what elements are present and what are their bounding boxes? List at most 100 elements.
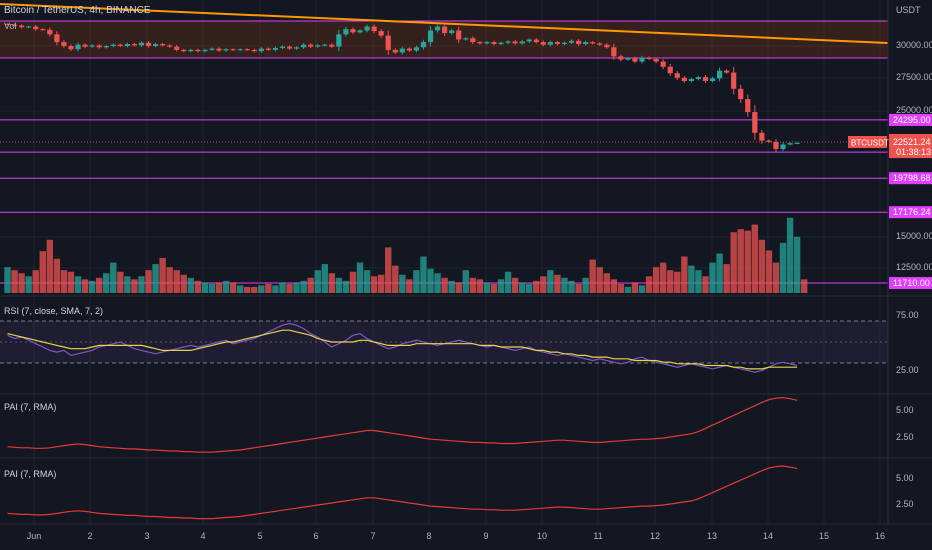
candle-body xyxy=(618,56,624,60)
candle-body xyxy=(533,39,539,43)
candle-body xyxy=(477,42,483,44)
pai2-tick-2_5: 2.50 xyxy=(896,499,914,509)
candle-body xyxy=(152,44,159,46)
time-axis-label: 12 xyxy=(650,531,660,541)
candle-body xyxy=(547,42,553,45)
candle-body xyxy=(364,26,370,31)
volume-bar xyxy=(307,277,314,293)
candle-body xyxy=(667,66,673,74)
level-label: 19798.68 xyxy=(893,173,931,183)
volume-bar xyxy=(222,280,230,293)
volume-bar xyxy=(60,270,68,293)
candle-body xyxy=(195,49,201,52)
volume-bar xyxy=(441,277,448,293)
candle-body xyxy=(611,47,617,57)
candle-body xyxy=(597,43,603,45)
volume-bar xyxy=(490,283,498,293)
volume-bar xyxy=(328,273,336,293)
pai2-tick-5: 5.00 xyxy=(896,473,914,483)
time-axis-label: 9 xyxy=(483,531,488,541)
time-axis-label: 8 xyxy=(426,531,431,541)
candle-body xyxy=(138,42,145,46)
candle-body xyxy=(540,42,546,45)
volume-bar xyxy=(215,282,223,293)
volume-bar xyxy=(540,276,547,293)
vol-label[interactable]: Vol xyxy=(4,21,17,31)
volume-bar xyxy=(688,265,695,293)
candle-body xyxy=(392,49,398,53)
pai2-title[interactable]: PAI (7, RMA) xyxy=(4,469,56,479)
candle-body xyxy=(724,70,730,73)
volume-bar xyxy=(561,277,568,293)
level-label: 24295.00 xyxy=(893,115,931,125)
candle-body xyxy=(519,41,525,44)
rsi-title[interactable]: RSI (7, close, SMA, 7, 2) xyxy=(4,306,103,316)
candle-body xyxy=(209,48,215,50)
volume-bar xyxy=(406,279,413,293)
volume-bar xyxy=(786,217,794,293)
candle-body xyxy=(117,44,123,46)
pai1-title[interactable]: PAI (7, RMA) xyxy=(4,402,56,412)
candle-body xyxy=(286,46,293,49)
volume-bar xyxy=(385,247,392,293)
time-axis-label: 3 xyxy=(144,531,149,541)
level-label: 17176.24 xyxy=(893,207,931,217)
candle-body xyxy=(590,42,596,44)
trendline xyxy=(0,3,889,44)
volume-bar xyxy=(667,270,674,293)
candle-body xyxy=(160,44,166,46)
volume-bar xyxy=(723,264,730,293)
volume-bar xyxy=(589,259,596,293)
last-price-symbol: BTCUSDT xyxy=(851,139,889,148)
candle-body xyxy=(124,44,130,46)
rsi-ma-line xyxy=(7,329,798,370)
volume-bar xyxy=(427,268,434,293)
candle-body xyxy=(11,24,18,26)
symbol-title[interactable]: Bitcoin / TetherUS, 4h, BINANCE xyxy=(4,5,151,16)
volume-bar xyxy=(772,262,780,293)
candle-body xyxy=(470,38,476,43)
volume-bar xyxy=(251,286,258,293)
candle-body xyxy=(279,46,286,48)
candle-body xyxy=(745,99,751,113)
volume-bar xyxy=(568,280,575,293)
volume-bar xyxy=(744,230,751,293)
time-axis-label: 16 xyxy=(875,531,885,541)
candle-body xyxy=(752,112,758,133)
candle-body xyxy=(604,44,610,48)
volume-bar xyxy=(420,256,427,293)
volume-bar xyxy=(504,271,512,293)
volume-bar xyxy=(716,253,723,293)
volume-bar xyxy=(645,276,653,293)
price-tick-15000: 15000.00 xyxy=(896,231,932,241)
volume-bar xyxy=(610,279,618,293)
candle-body xyxy=(759,132,765,141)
volume-bar xyxy=(124,276,131,293)
candle-body xyxy=(639,57,645,62)
candle-body xyxy=(794,142,800,144)
candle-body xyxy=(75,44,81,50)
candle-body xyxy=(491,42,497,45)
candle-body xyxy=(258,48,264,52)
candle-body xyxy=(406,48,412,51)
candle-body xyxy=(19,25,25,28)
volume-bar xyxy=(497,279,505,293)
level-label-box xyxy=(889,113,932,126)
volume-bar xyxy=(265,283,272,293)
volume-bar xyxy=(293,282,300,293)
candle-body xyxy=(167,45,173,47)
volume-bar xyxy=(88,280,96,293)
volume-bar xyxy=(518,282,526,293)
candle-body xyxy=(47,29,53,35)
candle-body xyxy=(688,79,694,81)
candle-body xyxy=(343,29,349,35)
price-tick-27500: 27500.00 xyxy=(896,72,932,82)
candle-body xyxy=(131,44,138,46)
candle-body xyxy=(568,40,575,43)
volume-bar xyxy=(81,279,89,293)
candle-body xyxy=(378,31,384,36)
volume-bar xyxy=(131,279,138,293)
time-axis[interactable]: Jun 2 3 4 5 6 7 8 9 10 11 12 13 14 15 16 xyxy=(27,531,885,541)
time-axis-label: 13 xyxy=(707,531,717,541)
